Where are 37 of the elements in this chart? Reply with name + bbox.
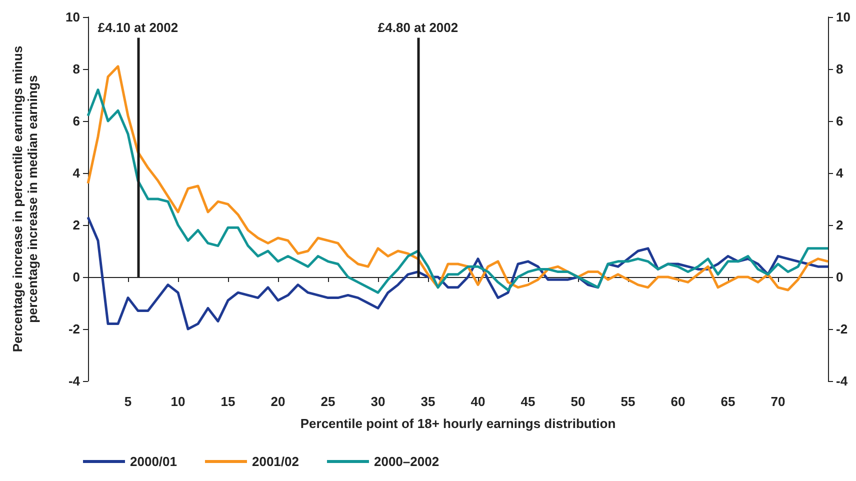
x-tick-label: 55 [620,394,636,409]
y-tick-label: -4 [68,374,81,388]
y-tick-label: 8 [72,62,80,76]
x-tick-label: 60 [670,394,686,409]
y-tick-label: 4 [72,166,81,180]
y-tick-label: 10 [66,10,80,24]
y-axis-title: Percentage increase in percentile earnings minus percentage increase in median earnings [10,46,40,352]
y2-tick-label: 4 [836,166,844,180]
y-tick-label: 0 [72,270,80,284]
x-tick-label: 5 [124,394,132,409]
y2-tick-label: 2 [836,218,844,232]
y2-tick-label: -4 [836,374,848,388]
ref-line-label: £4.80 at 2002 [378,20,458,35]
y2-tick-label: 6 [836,114,844,128]
ref-line-label: £4.10 at 2002 [98,20,178,35]
x-axis-title: Percentile point of 18+ hourly earnings distribution [300,416,616,431]
x-tick-label: 40 [470,394,486,409]
y2-tick-label: 10 [836,10,850,24]
legend-label: 2000/01 [130,454,177,469]
x-tick-label: 15 [220,394,236,409]
y-tick-label: 6 [72,114,80,128]
legend-label: 2001/02 [252,454,299,469]
y-tick-label: 2 [72,218,80,232]
legend-label: 2000–2002 [374,454,440,469]
y2-tick-label: -2 [836,322,848,336]
x-tick-label: 30 [370,394,386,409]
x-tick-label: 65 [720,394,736,409]
y-tick-label: -2 [68,322,80,336]
x-tick-label: 35 [420,394,436,409]
y2-tick-label: 8 [836,62,844,76]
x-tick-label: 50 [570,394,586,409]
x-tick-label: 45 [520,394,536,409]
y2-tick-label: 0 [836,270,844,284]
x-tick-label: 70 [770,394,786,409]
x-tick-label: 10 [170,394,186,409]
x-tick-label: 25 [320,394,336,409]
x-tick-label: 20 [270,394,286,409]
